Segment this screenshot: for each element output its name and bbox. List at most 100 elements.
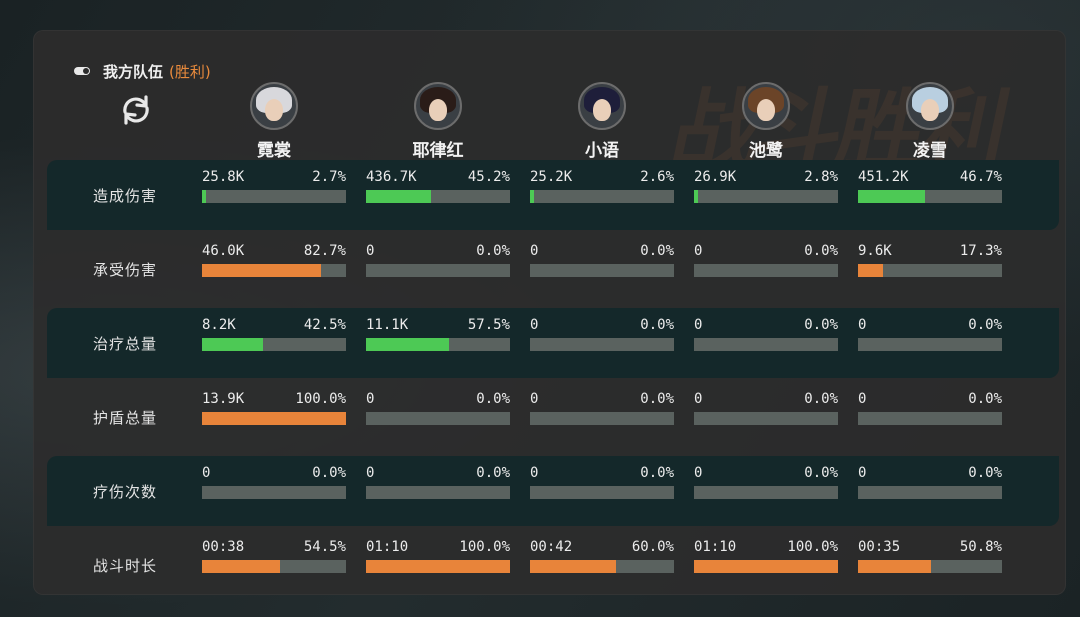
hero-column-2[interactable]: 耶律红 — [388, 82, 488, 161]
stat-value: 11.1K — [366, 317, 409, 333]
stat-bar — [694, 486, 838, 499]
stat-bar — [858, 190, 1002, 203]
stat-row-2: 承受伤害 46.0K 82.7% 0 0.0% 0 0.0% 0 0.0% 9.6K 17.3% — [47, 234, 1059, 304]
stat-cell: 01:10 100.0% — [366, 538, 510, 573]
hero-name: 耶律红 — [412, 141, 464, 161]
hero-column-1[interactable]: 霓裳 — [224, 82, 324, 161]
stat-bar — [202, 412, 346, 425]
stat-value: 0 — [858, 391, 867, 407]
stat-value: 25.2K — [530, 169, 573, 185]
stat-bar-fill — [858, 264, 883, 277]
stat-percent: 0.0% — [968, 465, 1002, 481]
switch-team-icon[interactable] — [118, 92, 154, 128]
result-label: (胜利) — [169, 62, 211, 81]
stat-bar — [202, 190, 346, 203]
stat-cell: 0 0.0% — [530, 464, 674, 499]
stat-cell: 0 0.0% — [366, 242, 510, 277]
stat-bar — [202, 338, 346, 351]
stat-value: 0 — [202, 465, 211, 481]
avatar-lingxue[interactable] — [906, 82, 954, 130]
stat-percent: 2.8% — [804, 169, 838, 185]
stat-label: 造成伤害 — [93, 186, 158, 205]
stat-bar — [366, 264, 510, 277]
avatar-chilu[interactable] — [742, 82, 790, 130]
stat-row-1: 造成伤害 25.8K 2.7% 436.7K 45.2% 25.2K 2.6% 26.9K 2.… — [47, 160, 1059, 230]
stat-bar — [530, 338, 674, 351]
hero-column-4[interactable]: 池鹭 — [716, 82, 816, 161]
stat-bar — [202, 264, 346, 277]
stat-label: 治疗总量 — [93, 334, 158, 353]
stat-cell: 11.1K 57.5% — [366, 316, 510, 351]
stat-bar — [530, 560, 674, 573]
stat-label: 战斗时长 — [93, 556, 158, 575]
stat-bar-fill — [530, 560, 617, 573]
stat-cell: 0 0.0% — [366, 390, 510, 425]
stat-cell: 8.2K 42.5% — [202, 316, 346, 351]
stat-value: 0 — [694, 317, 703, 333]
stat-value: 0 — [366, 243, 375, 259]
stat-value: 0 — [530, 391, 539, 407]
team-label: 我方队伍 — [103, 62, 164, 81]
stat-bar — [530, 486, 674, 499]
stat-value: 0 — [694, 243, 703, 259]
stat-value: 0 — [366, 391, 375, 407]
stat-percent: 0.0% — [804, 465, 838, 481]
avatar-yeluhong[interactable] — [414, 82, 462, 130]
stat-cell: 25.8K 2.7% — [202, 168, 346, 203]
stat-bar — [694, 412, 838, 425]
stat-percent: 17.3% — [959, 243, 1002, 259]
stat-value: 451.2K — [858, 169, 909, 185]
stat-value: 01:10 — [366, 539, 409, 555]
stat-cell: 0 0.0% — [694, 316, 838, 351]
stat-cell: 0 0.0% — [858, 316, 1002, 351]
stat-cell: 26.9K 2.8% — [694, 168, 838, 203]
avatar-nishang[interactable] — [250, 82, 298, 130]
stat-percent: 0.0% — [476, 243, 510, 259]
stat-label: 疗伤次数 — [93, 482, 158, 501]
team-header: 我方队伍 (胜利) — [74, 60, 211, 82]
hero-name: 霓裳 — [257, 141, 291, 161]
stat-row-4: 护盾总量 13.9K 100.0% 0 0.0% 0 0.0% 0 0.0% 0 0.0% — [47, 382, 1059, 452]
stat-cell: 0 0.0% — [530, 242, 674, 277]
stat-cell: 0 0.0% — [202, 464, 346, 499]
stat-cell: 0 0.0% — [858, 464, 1002, 499]
stat-percent: 0.0% — [476, 465, 510, 481]
stat-value: 0 — [858, 465, 867, 481]
stat-bar — [530, 264, 674, 277]
stat-value: 0 — [858, 317, 867, 333]
stat-percent: 0.0% — [640, 243, 674, 259]
stat-bar-fill — [202, 412, 346, 425]
toggle-icon[interactable] — [74, 67, 90, 75]
stat-cell: 01:10 100.0% — [694, 538, 838, 573]
stat-bar — [366, 338, 510, 351]
stat-bar-fill — [366, 560, 510, 573]
stat-cell: 451.2K 46.7% — [858, 168, 1002, 203]
stat-bar-fill — [366, 338, 449, 351]
stat-percent: 0.0% — [804, 243, 838, 259]
stat-cell: 0 0.0% — [694, 242, 838, 277]
stat-bar — [530, 190, 674, 203]
stat-value: 0 — [694, 391, 703, 407]
stat-bar-fill — [858, 560, 932, 573]
stat-value: 00:42 — [530, 539, 573, 555]
stat-cell: 00:42 60.0% — [530, 538, 674, 573]
hero-column-5[interactable]: 凌雪 — [880, 82, 980, 161]
stat-value: 01:10 — [694, 539, 737, 555]
stat-percent: 2.7% — [312, 169, 346, 185]
stat-bar-fill — [694, 560, 838, 573]
hero-column-3[interactable]: 小语 — [552, 82, 652, 161]
stat-bar — [202, 560, 346, 573]
stat-percent: 0.0% — [968, 391, 1002, 407]
hero-name: 小语 — [585, 141, 619, 161]
avatar-xiaoyu[interactable] — [578, 82, 626, 130]
stat-cell: 46.0K 82.7% — [202, 242, 346, 277]
stat-cell: 00:38 54.5% — [202, 538, 346, 573]
stat-label: 承受伤害 — [93, 260, 158, 279]
stat-row-3: 治疗总量 8.2K 42.5% 11.1K 57.5% 0 0.0% 0 0.0% 0 0.0% — [47, 308, 1059, 378]
stat-percent: 0.0% — [312, 465, 346, 481]
stat-bar — [858, 486, 1002, 499]
stat-value: 436.7K — [366, 169, 417, 185]
stat-cell: 0 0.0% — [858, 390, 1002, 425]
stat-cell: 00:35 50.8% — [858, 538, 1002, 573]
stat-value: 9.6K — [858, 243, 892, 259]
